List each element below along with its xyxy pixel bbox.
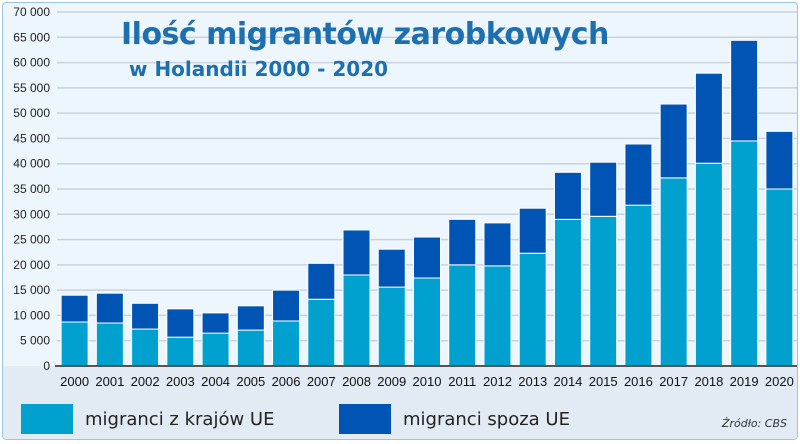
bar-eu-2018 [694,162,723,367]
y-tick-label: 0 [43,359,50,373]
bar-eu-2003 [166,336,195,367]
chart-title: Ilość migrantów zarobkowych [121,17,609,52]
x-tick-label: 2016 [624,374,653,389]
bar-eu-2008 [342,274,371,367]
bar-eu-2004 [201,332,230,367]
bar-eu-2012 [483,265,512,367]
bar-eu-2007 [307,298,336,367]
x-tick-label: 2001 [95,374,124,389]
legend-swatch-eu [21,404,73,434]
x-tick-label: 2017 [659,374,688,389]
x-tick-label: 2006 [272,374,301,389]
legend-label-eu: migranci z krajów UE [85,408,275,430]
x-tick-label: 2013 [518,374,547,389]
bar-non-eu-2005 [236,305,265,331]
bar-non-eu-2019 [730,39,759,142]
bar-non-eu-2018 [694,72,723,164]
x-tick-label: 2008 [342,374,371,389]
x-tick-label: 2015 [589,374,618,389]
bar-eu-2015 [589,215,618,367]
x-tick-label: 2002 [131,374,160,389]
bar-non-eu-2006 [272,289,301,322]
legend-label-non-eu: migranci spoza UE [403,408,570,430]
bottom-band [3,366,797,439]
bar-eu-2011 [448,264,477,367]
bar-eu-2017 [659,177,688,367]
x-tick-label: 2018 [694,374,723,389]
bar-eu-2000 [60,321,89,367]
y-tick-label: 65 000 [13,30,50,44]
bar-eu-2019 [730,140,759,367]
y-tick-label: 15 000 [13,283,50,297]
stacked-bar-chart: 0 5 000 10 000 15 000 20 000 25 000 30 000 35 0… [3,5,797,439]
bar-non-eu-2015 [589,161,618,217]
bar-non-eu-2011 [448,218,477,266]
x-tick-label: 2012 [483,374,512,389]
y-tick-label: 25 000 [13,233,50,247]
y-tick-label: 55 000 [13,81,50,95]
bar-non-eu-2016 [624,143,653,206]
bar-eu-2005 [236,329,265,367]
y-tick-label: 5 000 [20,334,50,348]
bar-non-eu-2012 [483,222,512,267]
bar-non-eu-2007 [307,262,336,300]
bar-eu-2013 [518,252,547,367]
legend-item-non-eu: migranci spoza UE [339,404,570,434]
legend-swatch-non-eu [339,404,391,434]
bar-eu-2006 [272,320,301,367]
bar-non-eu-2001 [95,292,124,324]
y-tick-label: 30 000 [13,207,50,221]
x-tick-label: 2019 [730,374,759,389]
bar-non-eu-2000 [60,294,89,323]
bar-eu-2014 [553,218,582,367]
y-tick-label: 40 000 [13,157,50,171]
legend-item-eu: migranci z krajów UE [21,404,274,434]
y-tick-label: 70 000 [13,5,50,19]
x-tick-label: 2010 [413,374,442,389]
x-tick-label: 2005 [236,374,265,389]
y-tick-label: 50 000 [13,106,50,120]
x-tick-label: 2009 [377,374,406,389]
bar-eu-2016 [624,204,653,367]
bar-non-eu-2002 [131,302,160,330]
x-tick-label: 2020 [765,374,794,389]
bar-eu-2020 [765,188,794,367]
bar-non-eu-2017 [659,103,688,179]
bar-non-eu-2020 [765,130,794,190]
bar-eu-2009 [377,286,406,367]
y-tick-label: 10 000 [13,308,50,322]
y-tick-label: 45 000 [13,131,50,145]
bar-non-eu-2013 [518,207,547,254]
x-tick-label: 2004 [201,374,230,389]
bar-non-eu-2010 [413,236,441,279]
x-tick-label: 2000 [60,374,89,389]
x-tick-label: 2011 [448,374,476,389]
bar-eu-2010 [413,277,441,367]
bar-non-eu-2004 [201,312,230,334]
chart-subtitle: w Holandii 2000 - 2020 [129,57,389,81]
bar-eu-2002 [131,328,160,367]
bar-non-eu-2003 [166,308,195,338]
y-tick-label: 60 000 [13,56,50,70]
source-note: Źródło: CBS [721,417,787,430]
x-tick-label: 2003 [166,374,195,389]
x-tick-label: 2007 [307,374,336,389]
bar-eu-2001 [95,322,124,367]
bar-non-eu-2014 [553,171,582,220]
bar-non-eu-2009 [377,248,406,288]
bar-non-eu-2008 [342,229,371,276]
x-tick-label: 2014 [553,374,582,389]
y-tick-label: 35 000 [13,182,50,196]
y-tick-label: 20 000 [13,258,50,272]
